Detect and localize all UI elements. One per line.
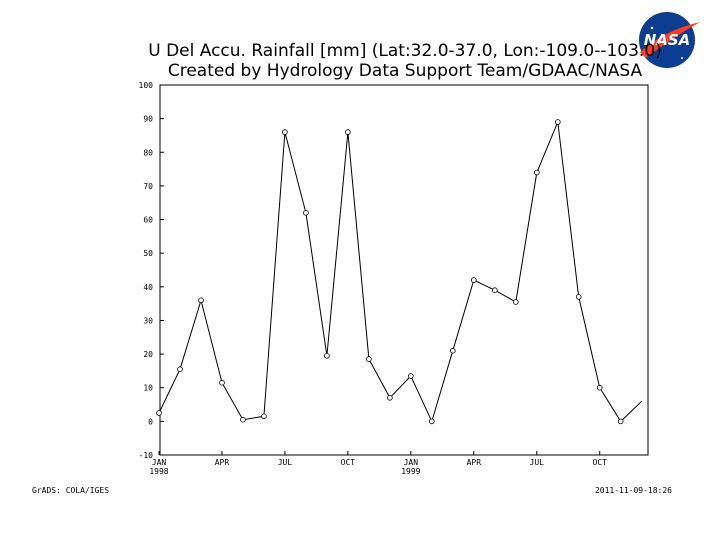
data-point bbox=[366, 356, 372, 362]
x-tick-label: OCT bbox=[593, 458, 608, 467]
y-tick-label: 20 bbox=[143, 350, 153, 359]
y-tick-label: 30 bbox=[143, 316, 153, 325]
data-point bbox=[156, 410, 162, 416]
y-tick-label: 10 bbox=[143, 384, 153, 393]
x-tick-label: OCT bbox=[341, 458, 356, 467]
data-point bbox=[303, 210, 309, 216]
y-axis: -10 0 10 20 30 40 50 60 70 80 90 100 bbox=[139, 81, 164, 460]
y-tick-label: -10 bbox=[139, 451, 154, 460]
x-tick-label: JAN bbox=[152, 458, 167, 467]
nasa-logo-swoosh bbox=[640, 22, 700, 58]
data-point bbox=[345, 129, 351, 135]
series-line bbox=[158, 120, 643, 423]
data-point bbox=[240, 416, 246, 423]
data-point bbox=[575, 294, 582, 300]
data-point bbox=[449, 347, 456, 354]
x-tick-label: JUL bbox=[278, 458, 293, 467]
x-tick-label: JAN bbox=[404, 458, 419, 467]
data-point bbox=[282, 129, 288, 135]
x-tick-year-label: 1999 bbox=[401, 467, 420, 476]
data-point bbox=[596, 384, 603, 391]
y-tick-label: 100 bbox=[139, 81, 154, 90]
data-point bbox=[219, 379, 225, 386]
nasa-logo-text: NASA bbox=[644, 31, 691, 49]
data-point bbox=[407, 373, 414, 379]
data-point bbox=[198, 297, 204, 304]
x-tick-label: JUL bbox=[530, 458, 545, 467]
y-tick-label: 0 bbox=[148, 417, 153, 426]
data-point bbox=[470, 277, 477, 283]
series-layer bbox=[156, 119, 643, 425]
data-point bbox=[617, 418, 624, 425]
chart-subtitle: Created by Hydrology Data Support Team/G… bbox=[168, 61, 643, 81]
nasa-logo-star bbox=[650, 26, 654, 30]
plot-frame bbox=[159, 84, 649, 456]
data-point bbox=[533, 169, 540, 176]
chart-title: U Del Accu. Rainfall [mm] (Lat:32.0-37.0… bbox=[148, 41, 662, 61]
y-tick-label: 60 bbox=[143, 216, 153, 225]
x-tick-year-label: 1998 bbox=[149, 467, 168, 476]
y-tick-label: 70 bbox=[143, 182, 153, 191]
nasa-logo: NASA bbox=[639, 12, 700, 68]
x-tick-label: APR bbox=[467, 458, 482, 467]
nasa-logo-star bbox=[681, 57, 683, 59]
y-tick-label: 90 bbox=[143, 115, 153, 124]
data-point bbox=[428, 418, 435, 425]
data-point bbox=[554, 119, 561, 125]
footer-right: 2011-11-09-18:26 bbox=[595, 486, 672, 495]
footer-left: GrADS: COLA/IGES bbox=[32, 486, 109, 495]
y-tick-label: 50 bbox=[143, 249, 153, 258]
data-point bbox=[387, 394, 393, 401]
y-tick-label: 80 bbox=[143, 148, 153, 157]
data-point bbox=[324, 352, 330, 359]
data-point bbox=[491, 287, 498, 294]
data-point bbox=[512, 299, 519, 305]
x-tick-label: APR bbox=[215, 458, 230, 467]
data-point bbox=[177, 366, 183, 373]
data-point bbox=[261, 413, 267, 420]
y-tick-label: 40 bbox=[143, 283, 153, 292]
